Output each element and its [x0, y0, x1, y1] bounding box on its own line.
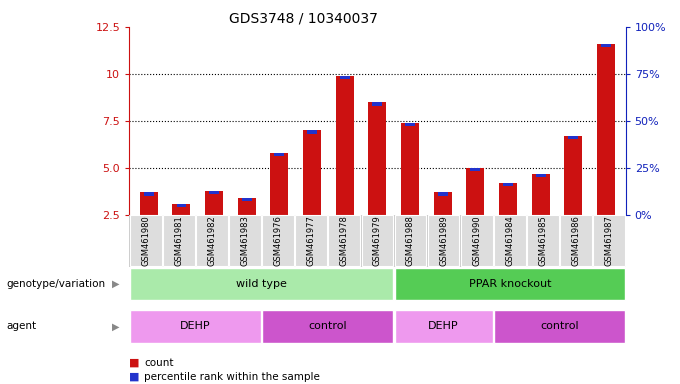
Bar	[242, 198, 252, 202]
Text: GSM461980: GSM461980	[141, 215, 150, 266]
Text: GSM461984: GSM461984	[505, 215, 514, 266]
Bar	[438, 192, 447, 196]
Bar	[471, 168, 480, 171]
Text: agent: agent	[7, 321, 37, 331]
Bar	[564, 136, 582, 215]
Text: ▶: ▶	[112, 279, 120, 289]
Bar	[173, 204, 190, 215]
Bar	[336, 76, 354, 215]
Bar	[303, 131, 321, 215]
Text: GSM461976: GSM461976	[273, 215, 283, 266]
Bar	[373, 102, 382, 106]
Bar	[238, 198, 256, 215]
Text: ■: ■	[129, 372, 139, 382]
Text: percentile rank within the sample: percentile rank within the sample	[144, 372, 320, 382]
Text: genotype/variation: genotype/variation	[7, 279, 106, 289]
Text: DEHP: DEHP	[428, 321, 459, 331]
Text: GSM461987: GSM461987	[605, 215, 613, 266]
Text: DEHP: DEHP	[180, 321, 211, 331]
Text: GSM461986: GSM461986	[571, 215, 581, 266]
Text: control: control	[540, 321, 579, 331]
Text: PPAR knockout: PPAR knockout	[469, 279, 551, 289]
Bar	[209, 190, 219, 194]
Bar	[140, 192, 158, 215]
Bar	[499, 183, 517, 215]
Text: control: control	[309, 321, 347, 331]
Bar	[601, 44, 611, 47]
Text: wild type: wild type	[236, 279, 287, 289]
Text: ■: ■	[129, 358, 139, 368]
Text: GSM461989: GSM461989	[439, 215, 448, 266]
Text: GSM461977: GSM461977	[307, 215, 316, 266]
Bar	[271, 153, 288, 215]
Text: count: count	[144, 358, 173, 368]
Bar	[340, 76, 350, 79]
Bar	[597, 44, 615, 215]
Text: GSM461978: GSM461978	[340, 215, 349, 266]
Text: GSM461979: GSM461979	[373, 215, 382, 266]
Bar	[434, 192, 452, 215]
Bar	[275, 153, 284, 156]
Bar	[503, 183, 513, 187]
Bar	[466, 168, 484, 215]
Text: GSM461983: GSM461983	[241, 215, 250, 266]
Bar	[405, 123, 415, 126]
Bar	[205, 190, 223, 215]
Text: GDS3748 / 10340037: GDS3748 / 10340037	[228, 12, 377, 25]
Text: ▶: ▶	[112, 321, 120, 331]
Text: GSM461981: GSM461981	[174, 215, 184, 266]
Bar	[144, 192, 154, 196]
Bar	[177, 204, 186, 207]
Text: GSM461988: GSM461988	[406, 215, 415, 266]
Bar	[369, 102, 386, 215]
Text: GSM461982: GSM461982	[207, 215, 216, 266]
Text: GSM461990: GSM461990	[472, 216, 481, 266]
Text: GSM461985: GSM461985	[539, 215, 547, 266]
Bar	[401, 123, 419, 215]
Bar	[307, 131, 317, 134]
Bar	[568, 136, 578, 139]
Bar	[536, 174, 545, 177]
Bar	[532, 174, 549, 215]
